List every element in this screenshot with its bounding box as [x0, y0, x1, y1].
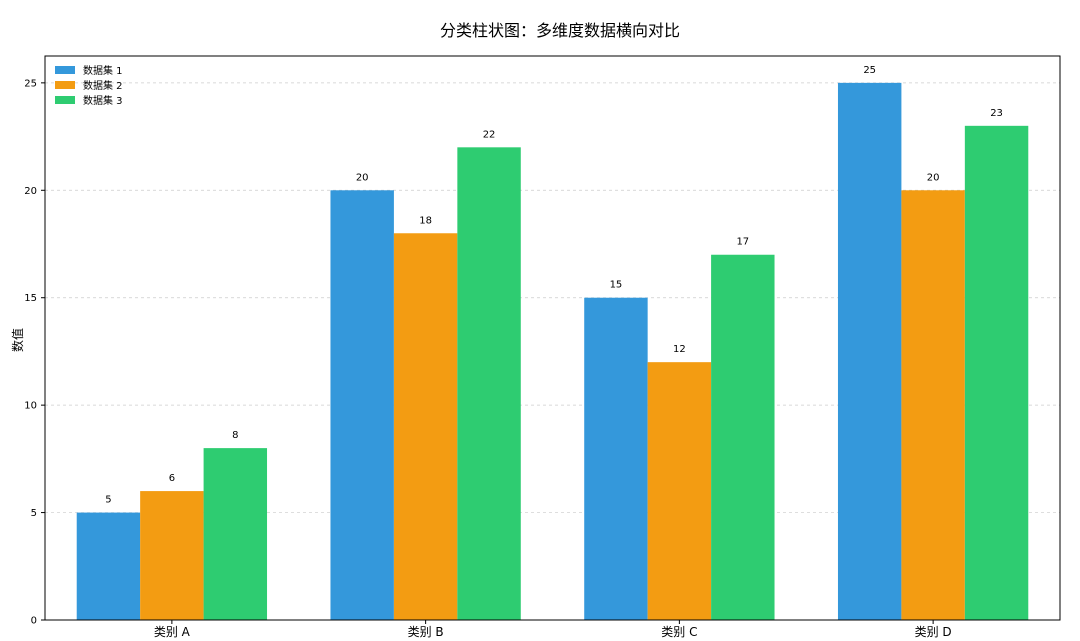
bar-value-label: 20 — [356, 172, 369, 183]
x-tick-label: 类别 B — [408, 625, 444, 639]
bar-value-label: 18 — [419, 215, 432, 226]
y-axis-label: 数值 — [10, 328, 25, 352]
y-tick-label: 15 — [24, 293, 37, 304]
bar-value-label: 17 — [736, 237, 749, 248]
x-tick-label: 类别 C — [661, 625, 697, 639]
bar — [393, 233, 458, 620]
y-tick-label: 25 — [24, 78, 37, 89]
bar-value-label: 15 — [610, 280, 623, 291]
bar-value-label: 8 — [232, 430, 238, 441]
chart-title: 分类柱状图：多维度数据横向对比 — [440, 21, 680, 40]
legend: 数据集 1 数据集 2 数据集 3 — [55, 64, 123, 107]
bar-value-label: 23 — [990, 108, 1003, 119]
bar — [203, 448, 268, 620]
bar-value-label: 25 — [863, 65, 876, 76]
bar-value-label: 12 — [673, 344, 686, 355]
bar-value-label: 6 — [169, 473, 175, 484]
legend-swatch — [55, 96, 75, 104]
bars-group — [76, 82, 1029, 621]
legend-swatch — [55, 81, 75, 89]
bar-value-label: 20 — [927, 172, 940, 183]
x-tick-label: 类别 A — [154, 625, 191, 639]
x-tick-label: 类别 D — [915, 625, 952, 639]
bar — [711, 254, 775, 620]
bar — [584, 297, 648, 620]
legend-swatch — [55, 66, 75, 74]
y-tick-label: 20 — [24, 186, 37, 197]
bar — [901, 190, 965, 621]
bar-value-label: 5 — [105, 495, 111, 506]
value-labels-group: 5 20 15 25 6 18 12 20 8 22 17 23 — [105, 65, 1003, 506]
y-tick-label: 5 — [31, 508, 37, 519]
legend-label: 数据集 2 — [83, 79, 123, 92]
bar — [964, 125, 1029, 620]
legend-label: 数据集 3 — [83, 94, 123, 107]
y-tick-label: 10 — [24, 401, 37, 412]
bar — [76, 512, 141, 620]
bar — [837, 82, 902, 621]
legend-label: 数据集 1 — [83, 64, 123, 77]
bar — [647, 362, 712, 620]
bar-value-label: 22 — [483, 129, 496, 140]
plot-frame — [44, 55, 1061, 621]
bar — [457, 147, 521, 621]
bar — [140, 491, 204, 620]
y-tick-label: 0 — [31, 616, 37, 627]
axes-group: 0 5 10 15 20 25 类别 A 类别 B 类别 C 类别 D — [24, 55, 1061, 639]
bar — [330, 190, 394, 621]
